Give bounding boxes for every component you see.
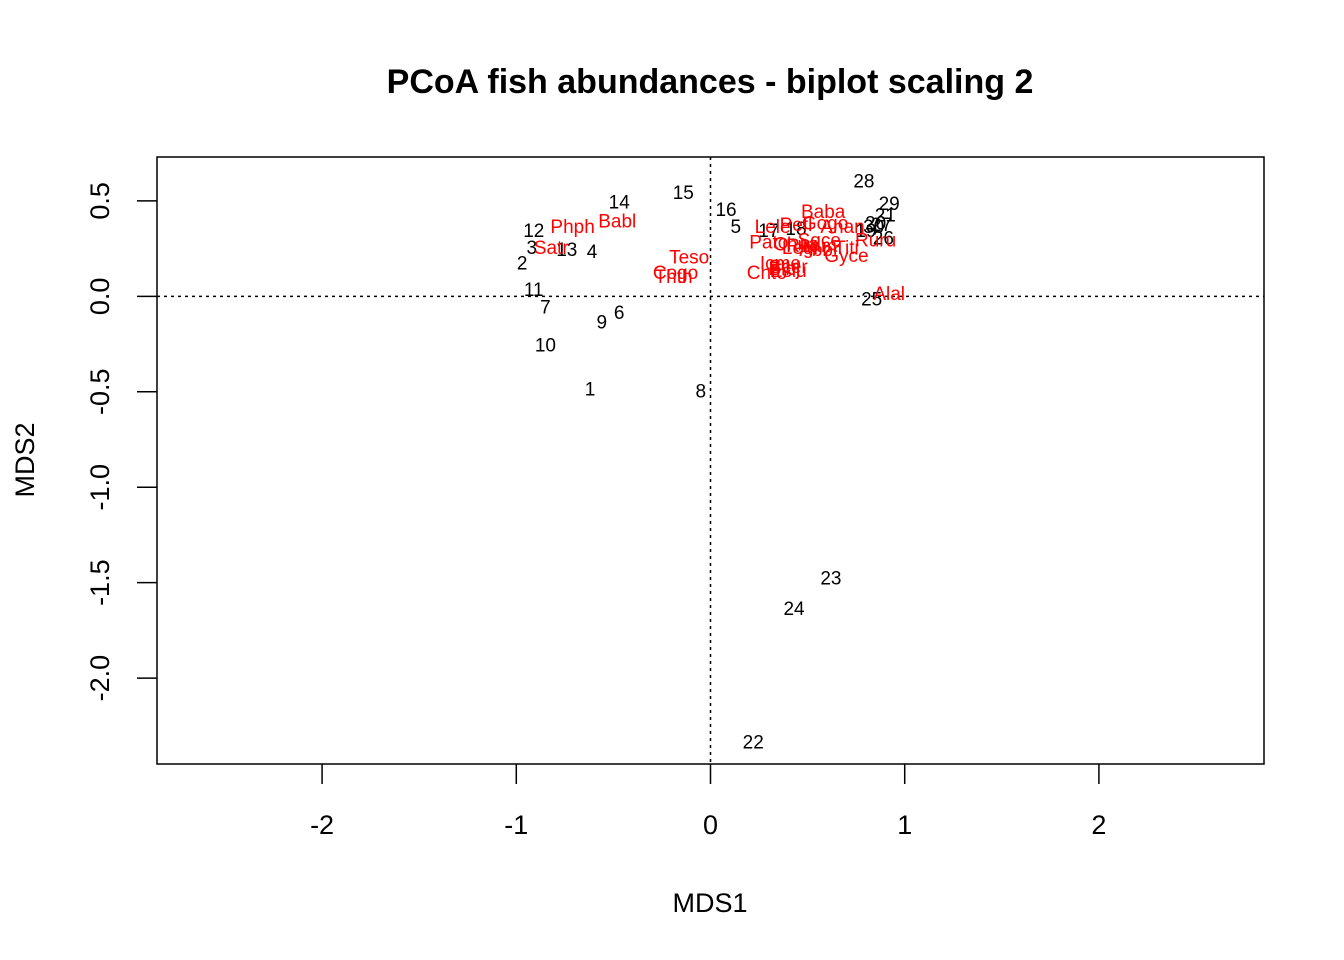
site-label-1: 1 [585,379,596,400]
x-tick-label: 1 [897,810,912,840]
species-label-abbr: Abbr [799,240,840,261]
site-label-10: 10 [535,335,556,356]
species-label-blbj: Blbj [768,259,800,280]
site-label-8: 8 [696,381,707,402]
site-label-25: 25 [861,290,882,311]
species-label-cogo: Cogo [653,263,698,284]
y-tick-label: -1.5 [85,559,115,606]
species-label-teso: Teso [669,248,709,269]
site-label-14: 14 [609,192,631,213]
site-label-6: 6 [614,303,625,324]
site-label-15: 15 [673,183,694,204]
site-label-21: 21 [875,206,896,227]
y-tick-label: -0.5 [85,369,115,416]
site-label-4: 4 [587,242,598,263]
site-label-9: 9 [596,313,607,334]
site-label-19: 19 [855,221,876,242]
species-label-satr: Satr [534,238,570,259]
chart-title: PCoA fish abundances - biplot scaling 2 [387,63,1034,101]
site-label-5: 5 [730,217,741,238]
site-label-7: 7 [540,297,551,318]
species-label-gyce: Gyce [824,246,868,267]
site-label-3: 3 [527,238,538,259]
species-label-babl: Babl [598,211,636,232]
x-axis: -2 -1 0 1 2 [310,764,1106,840]
species-label-legi: Legi [782,238,818,259]
species-label-eslu: Eslu [770,261,807,282]
site-label-26: 26 [873,229,894,250]
y-axis-label: MDS2 [10,422,40,497]
site-label-16: 16 [715,200,736,221]
zero-reference-lines [157,157,1264,764]
species-label-pato: Pato [749,232,788,253]
site-label-27: 27 [871,215,892,236]
y-tick-label: 0.5 [85,182,115,220]
species-label-chna: Chna [773,234,819,255]
site-label-12: 12 [523,221,544,242]
x-axis-label: MDS1 [672,888,747,918]
species-label-rham: Rham [786,236,837,257]
species-label-pefl: Pefl [780,215,813,236]
site-label-28: 28 [853,171,874,192]
species-label-anan: Anan [820,217,864,238]
species-label-baba: Baba [801,202,846,223]
y-tick-label: -1.0 [85,464,115,511]
site-label-17: 17 [758,221,779,242]
x-tick-label: 2 [1091,810,1106,840]
site-label-18: 18 [785,219,806,240]
site-label-30: 30 [863,217,884,238]
site-label-20: 20 [865,213,886,234]
species-label-phph: Phph [550,217,594,238]
x-tick-label: -1 [504,810,528,840]
y-axis: -2.0 -1.5 -1.0 -0.5 0.0 0.5 [85,182,157,701]
species-label-alal: Alal [873,284,905,305]
species-label-titi: Titi [834,238,859,259]
site-label-13: 13 [556,240,577,261]
species-label-sqce: Sqce [798,230,841,251]
species-label-thth: Thth [655,267,693,288]
y-tick-label: 0.0 [85,278,115,316]
y-tick-label: -2.0 [85,655,115,702]
species-label-icme: Icme [760,253,801,274]
site-label-11: 11 [524,280,544,301]
site-label-23: 23 [820,568,841,589]
species-label-chto: Chto [747,263,787,284]
site-label-29: 29 [879,194,900,215]
species-label-ruru: Ruru [855,230,896,251]
x-tick-label: -2 [310,810,334,840]
species-label-scer: Scer [769,257,809,278]
x-tick-label: 0 [703,810,718,840]
site-label-22: 22 [743,733,764,754]
site-label-2: 2 [517,253,528,274]
species-label-lele: Lele [755,217,791,238]
site-label-24: 24 [783,599,805,620]
species-label-gogo: Gogo [802,213,848,234]
